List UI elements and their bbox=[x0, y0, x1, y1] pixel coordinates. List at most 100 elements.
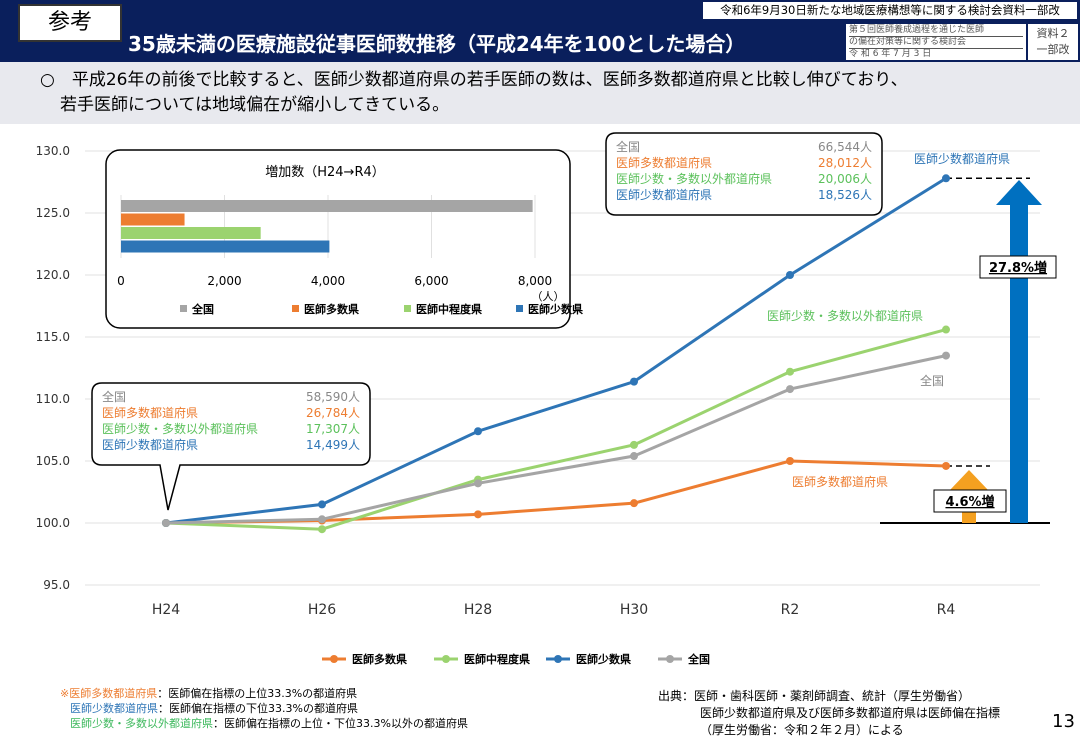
meeting-line: の偏在対策等に関する検討会 bbox=[849, 37, 1023, 49]
series-label: 医師少数都道府県 bbox=[914, 151, 1010, 166]
data-point bbox=[786, 367, 794, 376]
reference-tag: 参考 bbox=[18, 4, 122, 42]
meeting-date: 令 和 6 年 7 月 3 日 bbox=[849, 49, 932, 59]
data-point bbox=[630, 377, 638, 386]
data-point bbox=[318, 525, 326, 534]
y-tick-label: 125.0 bbox=[36, 206, 70, 220]
lead-text: ○ 平成26年の前後で比較すると、医師少数都道府県の若手医師の数は、医師多数都道… bbox=[0, 62, 1080, 124]
data-point bbox=[630, 452, 638, 461]
callout-label: 全国 bbox=[616, 139, 640, 154]
legend-marker bbox=[554, 655, 562, 663]
x-tick-label: H28 bbox=[464, 602, 492, 618]
y-tick-label: 130.0 bbox=[36, 144, 70, 158]
y-tick-label: 105.0 bbox=[36, 454, 70, 468]
callout-value: 17,307人 bbox=[306, 422, 360, 436]
doc-label-line: 一部改 bbox=[1036, 43, 1070, 56]
series-label: 医師少数・多数以外都道府県 bbox=[767, 308, 923, 323]
callout-value: 18,526人 bbox=[818, 188, 872, 202]
inset-title: 増加数（H24→R4） bbox=[265, 165, 385, 180]
data-point bbox=[942, 351, 950, 360]
callout-label: 医師少数・多数以外都道府県 bbox=[102, 421, 258, 436]
callout-label: 医師少数・多数以外都道府県 bbox=[616, 171, 772, 186]
revision-note: 令和6年9月30日新たな地域医療構想等に関する検討会資料一部改 bbox=[703, 2, 1077, 19]
data-point bbox=[942, 325, 950, 334]
inset-bar bbox=[121, 213, 185, 226]
line-chart: 95.0 100.0 105.0 110.0 115.0 120.0 125.0 130.0 H… bbox=[0, 124, 1080, 684]
inset-legend-swatch bbox=[292, 305, 299, 312]
callout-value: 66,544人 bbox=[818, 140, 872, 154]
inset-legend-label: 医師少数県 bbox=[528, 302, 583, 316]
inset-legend-label: 医師中程度県 bbox=[416, 302, 482, 316]
note-term: 医師少数・多数以外都道府県 bbox=[70, 717, 213, 730]
callout-label: 全国 bbox=[102, 389, 126, 404]
series-line bbox=[165, 328, 947, 531]
data-point bbox=[474, 427, 482, 436]
callout-label: 医師多数都道府県 bbox=[616, 155, 712, 170]
increase-box bbox=[979, 255, 1057, 279]
callout-value: 14,499人 bbox=[306, 438, 360, 452]
legend-label: 医師少数県 bbox=[576, 652, 631, 666]
callout-label: 医師少数都道府県 bbox=[102, 437, 198, 452]
increase-box bbox=[933, 489, 1007, 513]
callout-value: 26,784人 bbox=[306, 406, 360, 420]
y-tick-label: 95.0 bbox=[43, 578, 70, 592]
callout-box bbox=[91, 382, 371, 511]
y-tick-label: 100.0 bbox=[36, 516, 70, 530]
page-number: 13 bbox=[1052, 711, 1075, 732]
lead-line: ○ 平成26年の前後で比較すると、医師少数都道府県の若手医師の数は、医師多数都道… bbox=[40, 70, 908, 90]
data-point bbox=[942, 461, 950, 470]
legend-label: 医師中程度県 bbox=[464, 652, 530, 666]
inset-bar bbox=[121, 227, 261, 239]
meeting-line: 第５回医師養成過程を通じた医師 bbox=[849, 25, 1023, 37]
source-line: 出典：医師・歯科医師・薬剤師調査、統計（厚生労働省） bbox=[658, 689, 971, 703]
note-def: ：医師偏在指標の上位33.3%の都道府県 bbox=[157, 687, 358, 700]
blue-arrow-icon bbox=[996, 180, 1042, 523]
inset-unit: （人） bbox=[532, 290, 565, 303]
increase-label: 27.8%増 bbox=[989, 260, 1047, 276]
legend-marker bbox=[442, 655, 450, 663]
y-tick-label: 120.0 bbox=[36, 268, 70, 282]
data-point bbox=[630, 440, 638, 449]
doc-label: 資料２ 一部改 bbox=[1028, 24, 1078, 60]
callout-label: 医師少数都道府県 bbox=[616, 187, 712, 202]
inset-legend-swatch bbox=[404, 305, 411, 312]
series-label: 全国 bbox=[920, 373, 944, 388]
series-line bbox=[165, 177, 947, 525]
inset-tick-label: 2,000 bbox=[207, 274, 241, 288]
legend-marker bbox=[330, 655, 338, 663]
data-point bbox=[786, 385, 794, 394]
x-tick-label: H26 bbox=[308, 602, 336, 618]
inset-tick-label: 0 bbox=[117, 274, 125, 288]
x-tick-label: H30 bbox=[620, 602, 648, 618]
inset-tick-label: 4,000 bbox=[311, 274, 345, 288]
increase-label: 4.6%増 bbox=[945, 494, 994, 510]
callout-value: 58,590人 bbox=[306, 390, 360, 404]
data-point bbox=[474, 479, 482, 488]
data-point bbox=[786, 457, 794, 465]
callout-label: 医師多数都道府県 bbox=[102, 405, 198, 420]
data-point bbox=[786, 271, 794, 279]
source-line: 医師少数都道府県及び医師多数都道府県は医師偏在指標 bbox=[700, 706, 1001, 720]
inset-legend-swatch bbox=[516, 305, 523, 312]
series-label: 医師多数都道府県 bbox=[792, 474, 888, 489]
legend-label: 医師多数県 bbox=[352, 652, 407, 666]
inset-box bbox=[105, 149, 571, 329]
data-point bbox=[318, 515, 326, 524]
data-point bbox=[942, 174, 950, 183]
doc-label-line: 資料２ bbox=[1036, 27, 1070, 40]
meeting-info: 第５回医師養成過程を通じた医師 の偏在対策等に関する検討会令 和 6 年 7 月 … bbox=[846, 24, 1026, 60]
series-line bbox=[165, 354, 947, 525]
legend-label: 全国 bbox=[687, 652, 710, 666]
y-tick-label: 115.0 bbox=[36, 330, 70, 344]
note-term: ※医師多数都道府県 bbox=[60, 687, 158, 700]
callout-box bbox=[605, 132, 883, 216]
inset-legend-swatch bbox=[180, 305, 187, 312]
inset-tick-label: 6,000 bbox=[414, 274, 448, 288]
inset-legend-label: 医師多数県 bbox=[304, 302, 359, 316]
callout-value: 20,006人 bbox=[818, 172, 872, 186]
x-tick-label: R2 bbox=[781, 602, 800, 618]
x-tick-label: H24 bbox=[152, 602, 180, 618]
note-def: ：医師偏在指標の上位・下位33.3%以外の都道府県 bbox=[213, 717, 468, 730]
data-point bbox=[162, 519, 170, 527]
legend-marker bbox=[666, 655, 674, 663]
